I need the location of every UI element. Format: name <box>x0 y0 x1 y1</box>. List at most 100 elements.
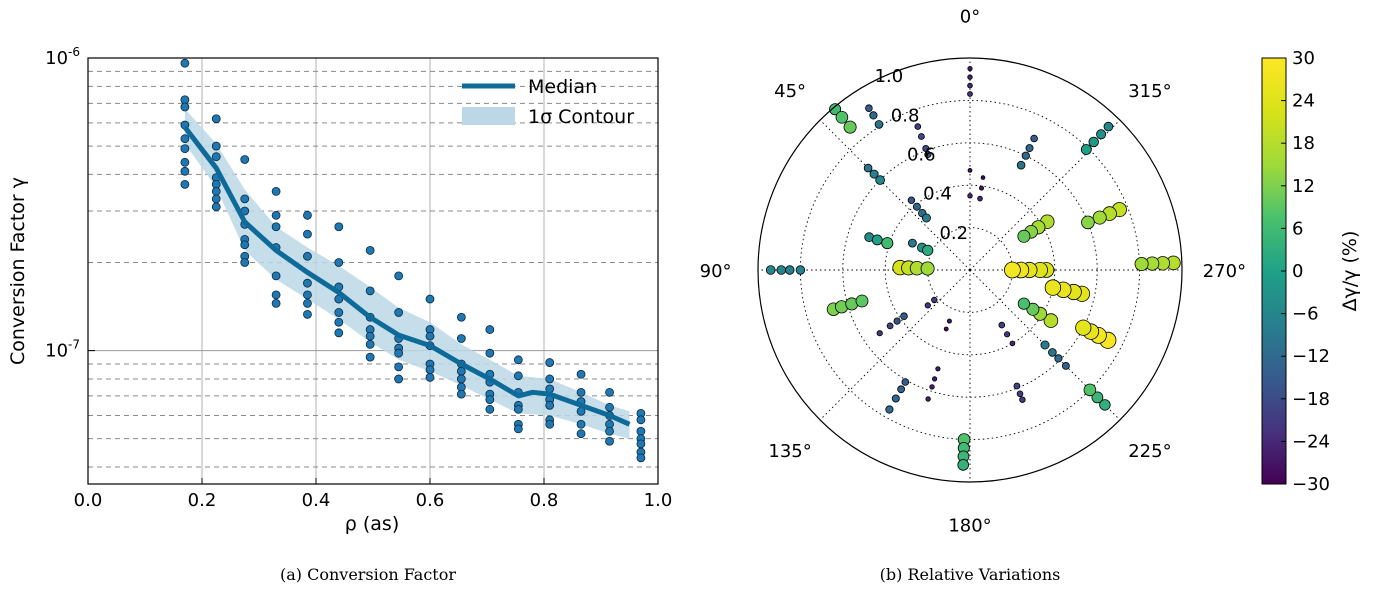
data-point <box>211 187 221 196</box>
polar-point <box>1091 391 1104 404</box>
data-point <box>485 348 495 358</box>
colorbar-tick-label: 30 <box>1292 48 1315 69</box>
polar-point <box>1088 136 1099 148</box>
data-point <box>545 400 555 410</box>
colorbar-label: Δγ/γ (%) <box>1339 231 1361 312</box>
polar-point <box>795 265 806 275</box>
polar-point <box>1081 215 1095 230</box>
data-point <box>636 453 646 463</box>
polar-point <box>998 321 1006 329</box>
data-point <box>576 387 586 397</box>
data-point <box>211 114 221 124</box>
data-point <box>636 439 646 449</box>
x-tick-label: 0.8 <box>530 490 559 511</box>
data-point <box>456 334 466 343</box>
data-point <box>636 426 646 436</box>
angular-gridline <box>819 119 971 271</box>
radial-tick-label: 0.2 <box>939 223 968 244</box>
polar-point <box>908 238 917 248</box>
x-tick-label: 1.0 <box>644 490 673 511</box>
polar-point <box>1019 396 1026 403</box>
data-point <box>513 355 523 365</box>
data-point <box>636 415 646 425</box>
data-point <box>180 157 190 167</box>
polar-point <box>1096 129 1107 140</box>
polar-point <box>1054 354 1063 363</box>
data-point <box>303 210 312 220</box>
data-point <box>303 278 312 288</box>
data-point <box>334 328 344 338</box>
panel-relative-variations: 1.0 0.8 0.6 0.4 0.2 0° 45° 90° 135° 180° 225° 270°… <box>700 7 1246 584</box>
polar-point <box>1021 151 1030 160</box>
polar-point <box>1044 279 1062 296</box>
radial-tick-labels: 1.0 0.8 0.6 0.4 0.2 <box>875 66 969 244</box>
data-point <box>485 395 495 405</box>
polar-frame <box>757 57 1183 483</box>
polar-point <box>943 326 949 332</box>
polar-point <box>924 150 932 159</box>
data-point <box>605 436 614 446</box>
angle-tick-label: 180° <box>948 515 991 536</box>
data-point <box>605 387 614 397</box>
polar-point <box>1017 229 1031 243</box>
angle-tick-label: 90° <box>700 261 732 282</box>
polar-point <box>1103 121 1114 132</box>
data-point <box>180 102 190 112</box>
panel-conversion-factor: 0.0 0.2 0.4 0.6 0.8 1.0 10-6 10-7 Median 1σ Co… <box>7 45 672 584</box>
data-point <box>365 246 375 255</box>
polar-point <box>980 175 986 180</box>
polar-points <box>765 66 1181 471</box>
data-point <box>576 369 586 379</box>
polar-point <box>912 202 921 211</box>
polar-point <box>865 104 873 112</box>
colorbar: 30 24 18 12 6 0 −6 −12 −18 −24 −30 Δγ/γ (%) <box>1261 48 1361 495</box>
polar-point <box>967 74 973 80</box>
polar-point <box>1048 348 1057 357</box>
data-point <box>303 298 312 308</box>
data-point <box>365 331 375 341</box>
data-point <box>240 155 250 164</box>
data-point <box>605 426 614 436</box>
polar-point <box>1040 340 1050 350</box>
data-point <box>271 271 281 281</box>
polar-point <box>1062 361 1070 370</box>
polar-point <box>918 133 925 140</box>
polar-point <box>929 384 935 390</box>
polar-point <box>1026 302 1040 316</box>
polar-point <box>869 169 879 179</box>
polar-point <box>907 196 916 204</box>
data-point <box>303 251 312 261</box>
polar-point <box>891 394 900 403</box>
angle-tick-label: 270° <box>1203 261 1246 282</box>
polar-point <box>876 330 883 337</box>
data-point <box>334 222 344 232</box>
polar-point <box>835 111 849 124</box>
data-point <box>545 358 555 367</box>
data-point <box>485 404 495 414</box>
legend-median-label: Median <box>528 76 597 98</box>
polar-point <box>881 237 894 250</box>
polar-point <box>967 167 973 173</box>
polar-point <box>897 385 905 394</box>
data-point <box>425 372 435 382</box>
polar-point <box>967 193 973 199</box>
polar-point <box>1004 261 1021 279</box>
polar-point <box>935 366 941 372</box>
data-point <box>485 325 495 334</box>
colorbar-tick-label: −18 <box>1292 389 1330 410</box>
colorbar-tick-label: −24 <box>1292 431 1330 452</box>
polar-point <box>765 265 776 275</box>
polar-point <box>977 195 983 202</box>
radial-tick-label: 0.4 <box>923 184 952 205</box>
polar-point <box>843 120 857 134</box>
polar-point <box>1075 319 1092 336</box>
data-point <box>394 271 404 281</box>
data-point <box>303 290 312 300</box>
plot-frame <box>87 57 659 485</box>
data-point <box>365 286 375 296</box>
data-point <box>394 374 404 384</box>
data-point <box>180 95 190 105</box>
data-point <box>240 240 250 250</box>
polar-point <box>875 175 885 185</box>
polar-point <box>931 376 938 382</box>
